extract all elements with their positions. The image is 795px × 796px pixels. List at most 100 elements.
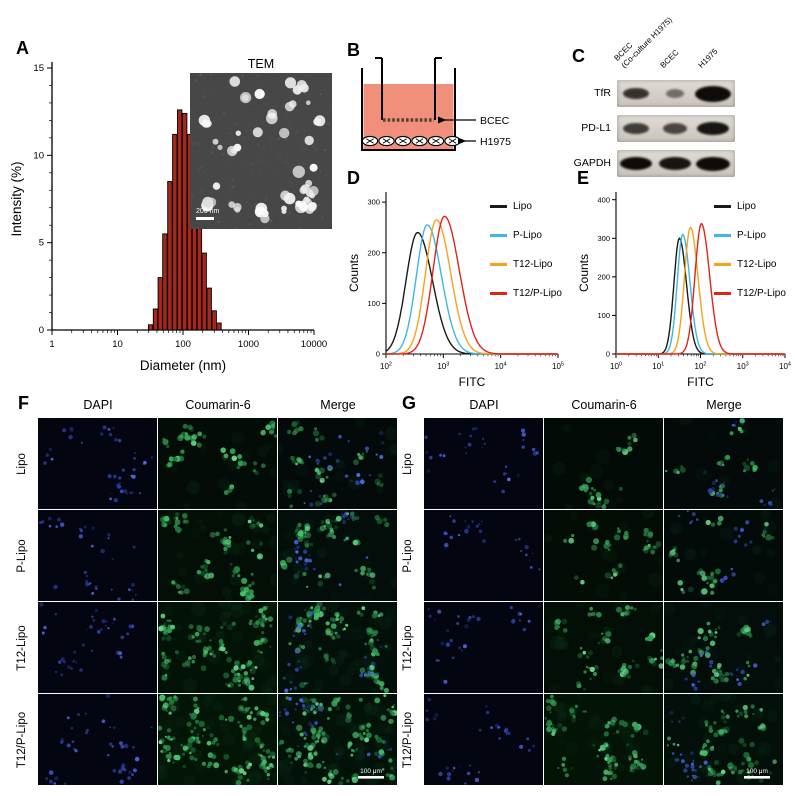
blot-strip-TfR [617, 80, 735, 107]
legend-item-T12/P-Lipo: T12/P-Lipo [490, 279, 562, 308]
legend-label: Lipo [513, 201, 532, 212]
legend-e: Lipo P-Lipo T12-Lipo T12/P-Lipo [714, 192, 786, 308]
flow-curve-T12/P-Lipo [386, 215, 558, 355]
f-cell-T12/P-Lipo-Coumarin-6 [158, 694, 277, 785]
legend-swatch [490, 263, 507, 266]
svg-text:FITC: FITC [687, 375, 714, 389]
svg-text:103: 103 [437, 362, 449, 372]
g-row-label-T12-Lipo: T12-Lipo [402, 624, 414, 671]
f-cell-P-Lipo-Merge [278, 510, 397, 601]
blot-row-label: PD-L1 [581, 122, 611, 134]
legend-swatch [714, 292, 731, 295]
western-blot-panel: BCEC (Co-culture H1975) BCEC H1975 TfR PD-L1 G… [553, 6, 793, 181]
blot-band [665, 89, 684, 98]
legend-label: T12-Lipo [513, 259, 553, 270]
svg-text:Counts: Counts [348, 254, 361, 292]
svg-text:5: 5 [39, 238, 44, 249]
legend-item-P-Lipo: P-Lipo [714, 221, 786, 250]
f-cell-Lipo-Coumarin-6 [158, 418, 277, 509]
transwell-diagram: BCEC H1975 [361, 57, 511, 151]
g-row-label-T12/P-Lipo: T12/P-Lipo [402, 711, 414, 768]
legend-swatch [490, 234, 507, 237]
bcec-label: BCEC [480, 115, 510, 127]
blot-column-label: BCEC [658, 47, 681, 70]
f-cell-T12/P-Lipo-Merge: 100 μm [278, 694, 397, 785]
g-scale-bar [744, 776, 770, 779]
f-column-header: Coumarin-6 [185, 398, 251, 412]
flow-curve-T12/P-Lipo [616, 222, 785, 355]
svg-text:15: 15 [33, 63, 44, 74]
legend-swatch [714, 205, 731, 208]
f-row-label-P-Lipo: P-Lipo [16, 538, 28, 573]
svg-text:FITC: FITC [459, 375, 486, 389]
histogram-bar [201, 252, 207, 331]
g-row-label-P-Lipo: P-Lipo [402, 538, 414, 573]
tem-scale-label: 200 nm [196, 208, 220, 215]
f-cell-T12-Lipo-DAPI [38, 602, 157, 693]
f-cell-P-Lipo-Coumarin-6 [158, 510, 277, 601]
tem-scale-bar [196, 217, 214, 220]
svg-text:Counts: Counts [578, 254, 591, 292]
histogram-bar [152, 308, 159, 331]
legend-swatch [714, 234, 731, 237]
histogram-bar [186, 133, 193, 331]
f-column-header: DAPI [83, 398, 113, 412]
f-row-label-T12/P-Lipo: T12/P-Lipo [16, 711, 28, 768]
svg-text:100: 100 [597, 311, 610, 320]
f-cell-Lipo-Merge [278, 418, 397, 509]
svg-text:1000: 1000 [238, 339, 259, 350]
svg-text:200: 200 [597, 272, 610, 281]
f-cell-Lipo-DAPI [38, 418, 157, 509]
svg-text:105: 105 [552, 362, 564, 372]
panel-d-letter: D [347, 168, 360, 188]
tem-image: 200 nm [190, 73, 332, 229]
svg-text:100: 100 [367, 299, 380, 308]
blot-column-label: H1975 [696, 46, 720, 70]
legend-label: T12/P-Lipo [513, 288, 562, 299]
blot-strip-GAPDH [617, 150, 735, 177]
blot-band [695, 85, 731, 102]
g-row-label-Lipo: Lipo [402, 452, 414, 475]
legend-item-T12-Lipo: T12-Lipo [490, 250, 562, 279]
panel-g-column-headers: DAPI Coumarin-6 Merge [424, 398, 784, 412]
blot-band [697, 122, 729, 135]
g-cell-T12-Lipo-Coumarin-6 [544, 602, 663, 693]
f-cell-P-Lipo-DAPI [38, 510, 157, 601]
g-column-header: Merge [706, 398, 742, 412]
f-cell-T12/P-Lipo-DAPI [38, 694, 157, 785]
panel-g-letter: G [402, 393, 417, 413]
histogram-bar [157, 277, 163, 331]
blot-row-label: GAPDH [573, 157, 611, 169]
flow-cytometry-chart-bcec: 102 103 104 105 0 100 200 300 Counts FITC [348, 192, 564, 389]
svg-text:101: 101 [652, 362, 664, 372]
panel-b-letter: B [347, 40, 360, 60]
blot-band [658, 157, 691, 170]
svg-text:0: 0 [606, 350, 610, 359]
f-row-label-Lipo: Lipo [16, 452, 28, 475]
svg-text:300: 300 [367, 198, 380, 207]
svg-text:Diameter (nm): Diameter (nm) [140, 358, 226, 373]
svg-text:1: 1 [49, 339, 54, 350]
svg-text:0: 0 [376, 350, 380, 359]
legend-item-Lipo: Lipo [490, 192, 562, 221]
h1975-label: H1975 [480, 136, 511, 148]
legend-label: P-Lipo [737, 230, 766, 241]
svg-text:100: 100 [175, 339, 191, 350]
g-cell-Lipo-DAPI [424, 418, 543, 509]
g-cell-Lipo-Merge [664, 418, 783, 509]
panel-c-letter: C [572, 46, 585, 66]
dls-size-histogram-chart: 1 10 100 1000 10000 0 5 10 15 Diameter (nm) Intens… [9, 62, 327, 373]
g-scale-label: 100 μm [746, 768, 768, 775]
histogram-bar [182, 112, 188, 331]
svg-text:10: 10 [112, 339, 123, 350]
blot-row-label: TfR [594, 87, 611, 99]
legend-item-T12-Lipo: T12-Lipo [714, 250, 786, 279]
legend-item-T12/P-Lipo: T12/P-Lipo [714, 279, 786, 308]
g-cell-T12/P-Lipo-Coumarin-6 [544, 694, 663, 785]
legend-label: T12-Lipo [737, 259, 777, 270]
f-row-label-T12-Lipo: T12-Lipo [16, 624, 28, 671]
g-cell-Lipo-Coumarin-6 [544, 418, 663, 509]
histogram-bar [147, 324, 154, 331]
panel-a-letter: A [16, 38, 29, 58]
